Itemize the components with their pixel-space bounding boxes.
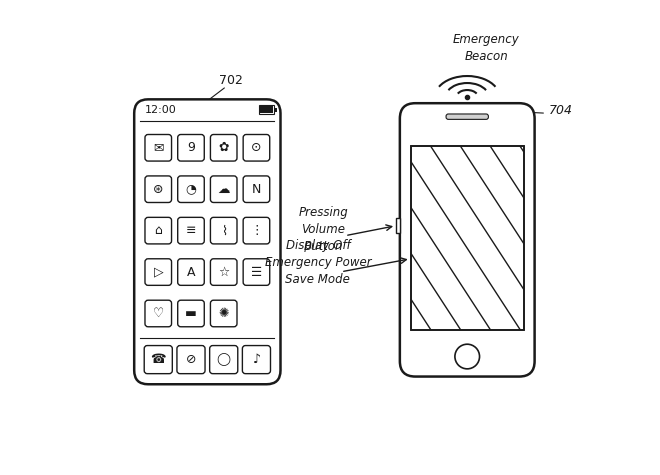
FancyBboxPatch shape [177, 345, 205, 374]
Text: ≡: ≡ [185, 224, 196, 237]
Text: ▷: ▷ [153, 266, 163, 278]
Text: 702: 702 [218, 74, 242, 86]
Text: Pressing
Volume
Button: Pressing Volume Button [298, 207, 348, 254]
Text: Display Off
Emergency Power
Save Mode: Display Off Emergency Power Save Mode [265, 239, 371, 286]
FancyBboxPatch shape [145, 176, 172, 202]
FancyBboxPatch shape [243, 218, 270, 244]
Text: ♡: ♡ [152, 307, 164, 320]
FancyBboxPatch shape [178, 176, 205, 202]
FancyBboxPatch shape [145, 300, 172, 327]
Text: 704: 704 [548, 104, 572, 117]
FancyBboxPatch shape [211, 300, 237, 327]
Text: ☆: ☆ [218, 266, 229, 278]
FancyBboxPatch shape [134, 99, 280, 384]
FancyBboxPatch shape [242, 345, 271, 374]
Bar [411, 145, 524, 330]
Text: 12:00: 12:00 [145, 105, 177, 115]
Bar [411, 145, 524, 330]
Text: ✉: ✉ [153, 141, 164, 154]
Text: ♪: ♪ [252, 353, 261, 366]
Text: N: N [251, 183, 261, 196]
Text: ✿: ✿ [218, 141, 229, 154]
Text: ⊘: ⊘ [185, 353, 196, 366]
FancyBboxPatch shape [243, 176, 270, 202]
FancyBboxPatch shape [210, 345, 238, 374]
FancyBboxPatch shape [211, 259, 237, 285]
FancyBboxPatch shape [144, 345, 172, 374]
Text: ⌇: ⌇ [220, 224, 227, 237]
Text: 9: 9 [187, 141, 195, 154]
FancyBboxPatch shape [243, 134, 270, 161]
FancyBboxPatch shape [145, 134, 172, 161]
Text: Emergency
Beacon: Emergency Beacon [453, 33, 520, 63]
Circle shape [455, 344, 480, 369]
Text: ▬: ▬ [185, 307, 197, 320]
Text: ◔: ◔ [185, 183, 197, 196]
Bar [396, 218, 400, 233]
FancyBboxPatch shape [211, 176, 237, 202]
FancyBboxPatch shape [243, 259, 270, 285]
FancyBboxPatch shape [145, 259, 172, 285]
Text: ⋮: ⋮ [250, 224, 263, 237]
Text: ⌂: ⌂ [154, 224, 162, 237]
Text: ⊙: ⊙ [251, 141, 261, 154]
FancyBboxPatch shape [211, 134, 237, 161]
FancyBboxPatch shape [178, 259, 205, 285]
Bar [259, 105, 275, 114]
FancyBboxPatch shape [178, 134, 205, 161]
FancyBboxPatch shape [178, 300, 205, 327]
FancyBboxPatch shape [400, 103, 535, 377]
Text: ◯: ◯ [216, 353, 231, 366]
Text: ⊛: ⊛ [153, 183, 164, 196]
FancyBboxPatch shape [178, 218, 205, 244]
Bar [275, 108, 277, 112]
Bar [260, 106, 273, 113]
Text: ☰: ☰ [251, 266, 262, 278]
Text: ☁: ☁ [217, 183, 230, 196]
Text: ✺: ✺ [218, 307, 229, 320]
FancyBboxPatch shape [446, 114, 488, 119]
Text: A: A [187, 266, 195, 278]
FancyBboxPatch shape [145, 218, 172, 244]
FancyBboxPatch shape [211, 218, 237, 244]
Text: ☎: ☎ [150, 353, 166, 366]
